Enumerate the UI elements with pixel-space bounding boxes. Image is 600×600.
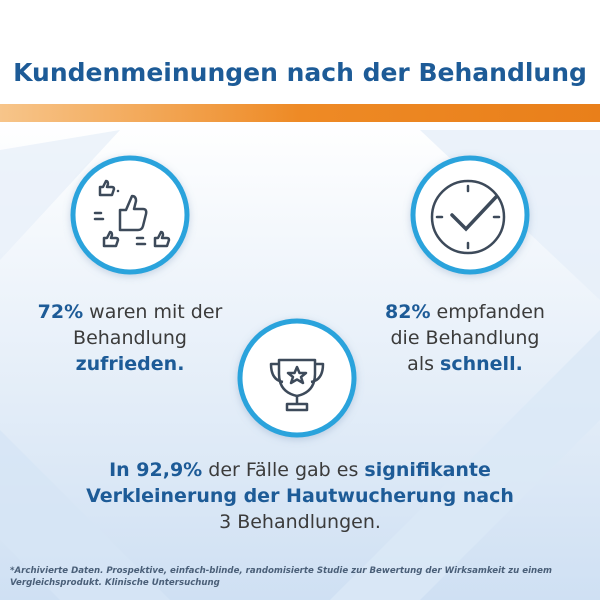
trophy-icon [269, 358, 325, 412]
text-line: die Behandlung [365, 325, 565, 351]
body-text: waren mit der [83, 301, 223, 323]
clock-icon [430, 179, 506, 255]
highlight-text: zufrieden. [75, 353, 185, 375]
text-line: Behandlung [30, 325, 230, 351]
text-line: 72% waren mit der [30, 299, 230, 325]
body-text: empfanden [430, 301, 545, 323]
stat-text: In 92,9% der Fälle gab es signifikante Ve… [40, 457, 560, 535]
thumbs-icon [93, 179, 171, 248]
text-line: 82% empfanden [365, 299, 565, 325]
icon-circle [70, 155, 190, 275]
highlight-text: 72% [37, 301, 84, 323]
body-text: die Behandlung [390, 327, 540, 349]
highlight-text: 82% [385, 301, 431, 323]
body-text: der Fälle gab es [202, 459, 365, 481]
stat-text: 72% waren mit der Behandlung zufrieden. [30, 299, 230, 377]
highlight-text: Verkleinerung der Hautwucherung nach [86, 485, 514, 507]
highlight-text: In 92,9% [109, 459, 203, 481]
body-text: Behandlung [73, 327, 187, 349]
text-line: In 92,9% der Fälle gab es signifikante [40, 457, 560, 483]
text-line: als schnell. [365, 351, 565, 377]
accent-bar [0, 104, 600, 122]
text-line: zufrieden. [30, 351, 230, 377]
stat-text: 82% empfanden die Behandlung als schnell. [365, 299, 565, 377]
highlight-text: signifikante [364, 459, 491, 481]
body-text: 3 Behandlungen. [219, 511, 381, 533]
text-line: Verkleinerung der Hautwucherung nach [40, 483, 560, 509]
title: Kundenmeinungen nach der Behandlung [13, 58, 587, 87]
icon-circle [410, 155, 530, 275]
body-text: als [407, 353, 441, 375]
text-line: 3 Behandlungen. [40, 509, 560, 535]
footnote: *Archivierte Daten. Prospektive, einfach… [10, 566, 552, 588]
icon-circle [237, 318, 357, 438]
highlight-text: schnell. [440, 353, 523, 375]
